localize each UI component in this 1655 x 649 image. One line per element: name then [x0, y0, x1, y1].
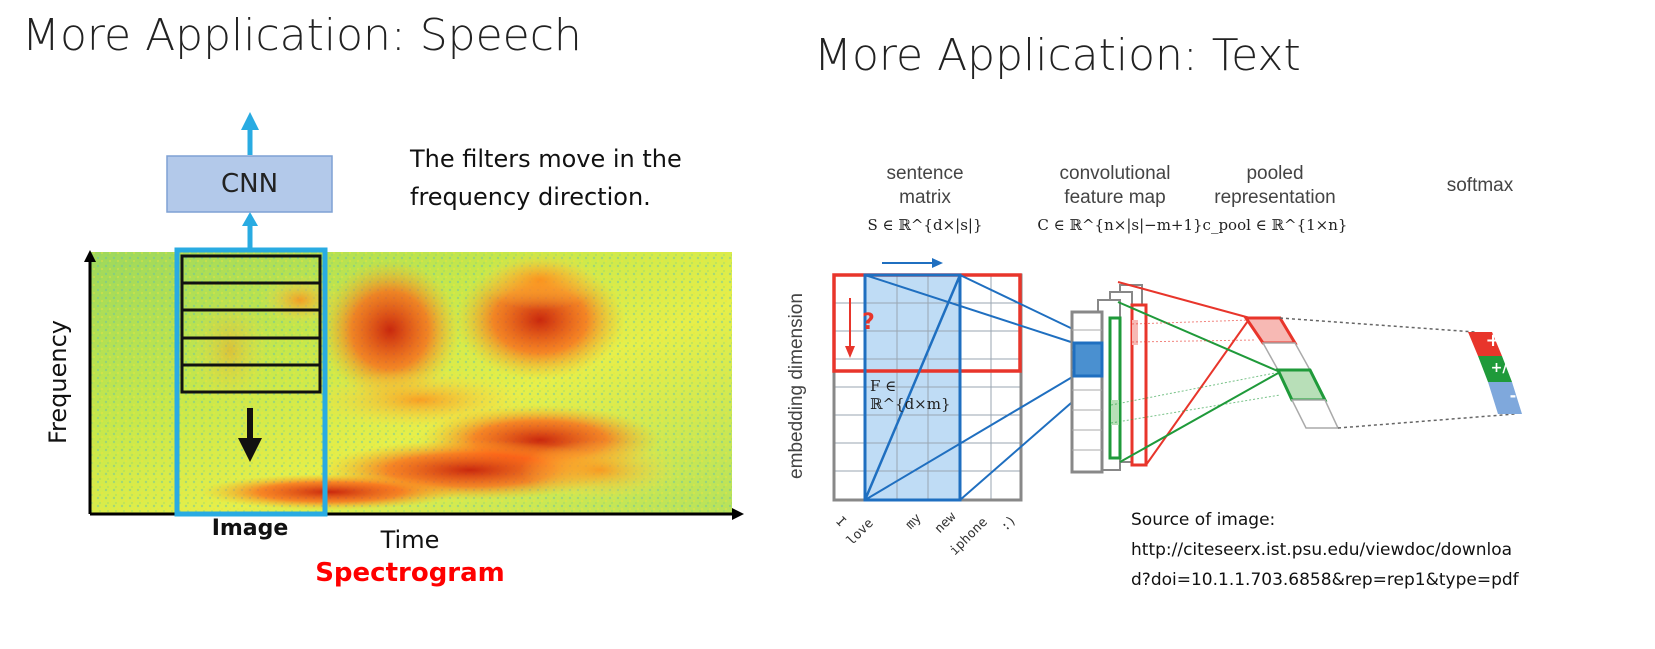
conv-feature-map-header: convolutional feature map — [1040, 162, 1190, 210]
pooled-header-line-1: pooled — [1246, 163, 1304, 184]
filter-math: F ∈ ℝ^{d×m} — [870, 377, 951, 413]
pooled-representation-header: pooled representation — [1200, 162, 1350, 210]
filter-move-arrowhead — [238, 438, 262, 462]
image-source-line-3: d?doi=10.1.1.703.6858&rep=rep1&type=pdf — [1131, 570, 1519, 590]
spectrogram-image — [90, 252, 732, 514]
green-pool-lines — [1117, 301, 1281, 463]
pooled-representation — [1243, 316, 1340, 429]
filters-note-line-1: The filters move in the — [410, 145, 682, 173]
speech-diagram — [84, 112, 744, 520]
softmax-class-positive: + — [1485, 330, 1501, 351]
pooled-header-line-2: representation — [1214, 187, 1336, 208]
filters-note: The filters move in the frequency direct… — [410, 140, 682, 216]
cnn-output-arrowhead — [241, 112, 259, 130]
image-source-line-1: Source of image: — [1131, 510, 1276, 530]
softmax-output — [1468, 332, 1522, 414]
conv-header-line-1: convolutional — [1059, 163, 1171, 184]
text-cnn-diagram — [832, 258, 1522, 502]
image-label: Image — [211, 516, 289, 541]
softmax-connectors — [1279, 317, 1516, 429]
conv-feature-map-math: C ∈ ℝ^{n×|s|−m+1} — [1037, 216, 1203, 234]
sentence-matrix-header: sentence matrix — [850, 162, 1000, 210]
blue-right-arrowhead — [932, 258, 943, 268]
conv-header-line-2: feature map — [1064, 187, 1166, 208]
filter-stack — [180, 254, 322, 394]
frequency-axis-arrowhead — [84, 250, 96, 262]
image-window — [174, 247, 328, 517]
sentence-matrix-header-line-2: matrix — [899, 187, 951, 208]
text-title: More Application: Text — [814, 30, 1301, 81]
blue-filter-diagonal — [863, 274, 962, 501]
speech-title: More Application: Speech — [22, 10, 582, 61]
frequency-axis-label: Frequency — [44, 320, 72, 444]
image-source: Source of image: http://citeseerx.ist.ps… — [1131, 505, 1651, 595]
blue-filter — [863, 273, 962, 502]
image-source-line-2: http://citeseerx.ist.psu.edu/viewdoc/dow… — [1131, 540, 1513, 560]
red-pool-lines — [1117, 281, 1251, 466]
image-to-cnn-arrowhead — [242, 212, 258, 226]
feature-map-stack — [1070, 284, 1148, 474]
time-axis-label: Time — [380, 526, 440, 554]
question-mark: ? — [862, 310, 875, 335]
filters-note-line-2: frequency direction. — [410, 183, 651, 211]
softmax-class-neutral: +/- — [1490, 360, 1514, 376]
cnn-label: CNN — [220, 169, 279, 199]
time-axis-arrowhead — [732, 508, 744, 520]
spectrogram-label: Spectrogram — [315, 558, 505, 588]
pooled-representation-math: c_pool ∈ ℝ^{1×n} — [1202, 216, 1348, 234]
softmax-class-negative: - — [1509, 386, 1517, 405]
red-down-arrowhead — [845, 346, 855, 358]
softmax-header: softmax — [1446, 175, 1514, 196]
cnn-box — [166, 155, 333, 213]
sentence-matrix-math: S ∈ ℝ^{d×|s|} — [867, 216, 983, 234]
sentence-matrix-header-line-1: sentence — [886, 163, 964, 184]
